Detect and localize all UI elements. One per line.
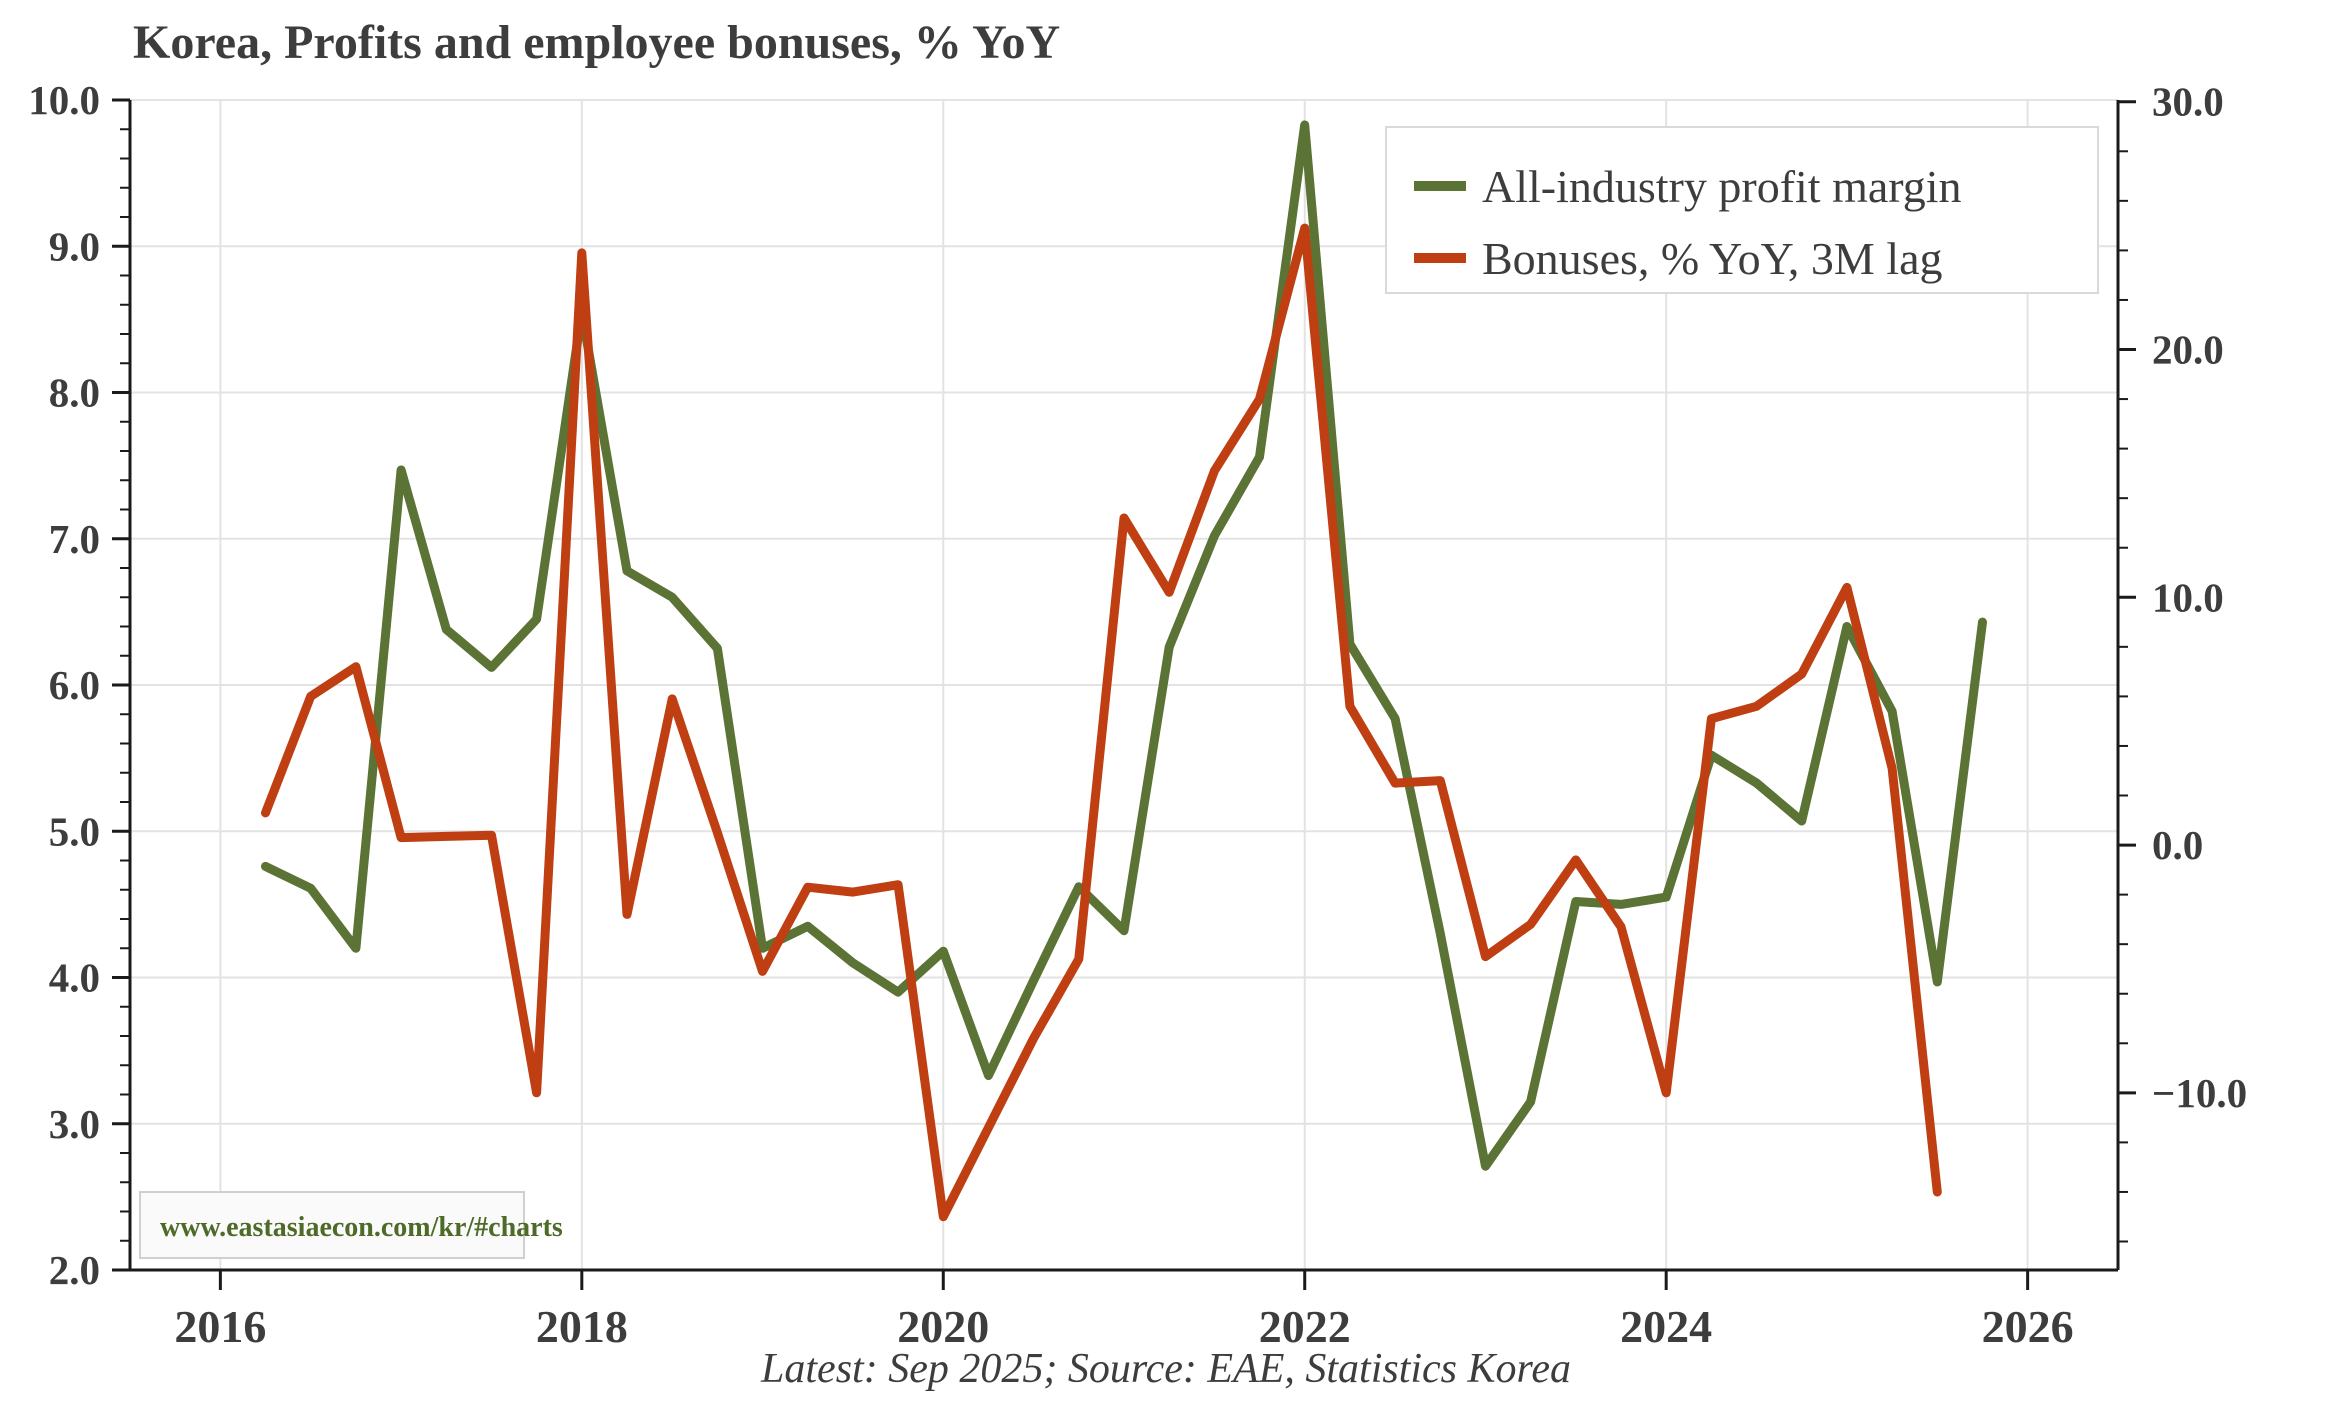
legend: All-industry profit margin Bonuses, % Yo…: [1385, 126, 2099, 294]
x-axis-tick-label: 2016: [174, 1301, 266, 1352]
right-axis-tick-label: 20.0: [2152, 327, 2224, 373]
right-axis-tick-label: 30.0: [2152, 79, 2224, 125]
right-axis-tick-label: −10.0: [2152, 1070, 2247, 1116]
left-axis-tick-label: 2.0: [49, 1247, 100, 1293]
x-axis-tick-label: 2026: [1982, 1301, 2074, 1352]
left-axis-tick-label: 4.0: [49, 955, 100, 1001]
left-axis-tick-label: 7.0: [49, 516, 100, 562]
tick-labels-layer: 2.0 3.0 4.0 5.0 6.0 7.0 8.0 9.0 10.0 −10.0 0.0 10.0…: [28, 77, 2247, 1352]
legend-frame: [1385, 126, 2099, 294]
left-axis-tick-label: 5.0: [49, 808, 100, 854]
legend-label-bonuses: Bonuses, % YoY, 3M lag: [1482, 233, 1943, 284]
x-axis-tick-label: 2022: [1259, 1301, 1351, 1352]
bonuses-line: [261, 223, 1942, 1222]
left-axis-tick-label: 10.0: [28, 77, 100, 123]
left-axis-tick-label: 8.0: [49, 370, 100, 416]
profit-margin-line: [261, 120, 1987, 1171]
left-axis-tick-label: 6.0: [49, 662, 100, 708]
series-layer: [261, 120, 1987, 1222]
legend-label-profit-margin: All-industry profit margin: [1482, 161, 1962, 212]
chart-title: Korea, Profits and employee bonuses, % Y…: [133, 16, 1060, 69]
x-axis-tick-label: 2018: [536, 1301, 628, 1352]
right-axis-tick-label: 0.0: [2152, 822, 2203, 868]
source-note: Latest: Sep 2025; Source: EAE, Statistic…: [760, 1346, 1571, 1392]
left-axis-tick-label: 3.0: [49, 1101, 100, 1147]
watermark-link: www.eastasiaecon.com/kr/#charts: [160, 1212, 563, 1243]
watermark-frame: [139, 1191, 525, 1259]
x-axis-tick-label: 2020: [897, 1301, 989, 1352]
axes-layer: [112, 98, 2136, 1290]
left-axis-tick-label: 9.0: [49, 223, 100, 269]
x-axis-tick-label: 2024: [1620, 1301, 1712, 1352]
watermark-box: www.eastasiaecon.com/kr/#charts: [139, 1191, 563, 1259]
right-axis-tick-label: 10.0: [2152, 574, 2224, 620]
